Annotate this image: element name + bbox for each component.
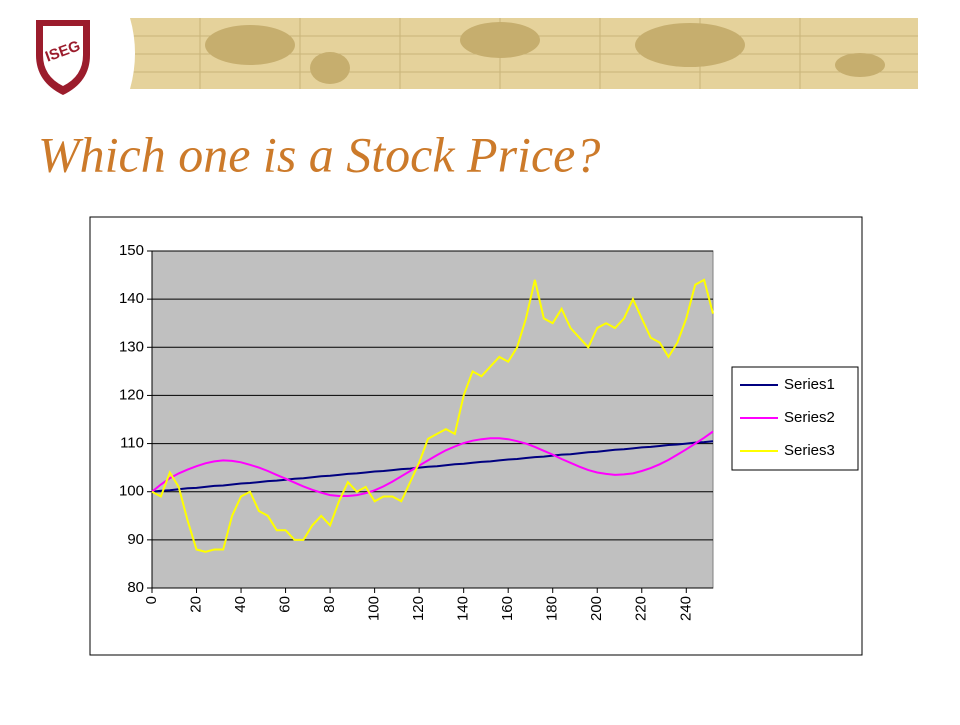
- x-tick-label: 0: [143, 596, 160, 604]
- legend-label: Series1: [784, 376, 835, 393]
- logo-inner: [43, 26, 83, 86]
- y-tick-label: 110: [120, 435, 144, 452]
- legend-label: Series3: [784, 442, 835, 459]
- y-tick-label: 120: [119, 386, 144, 403]
- y-tick-label: 140: [119, 290, 144, 307]
- series-line: [151, 430, 714, 497]
- x-tick-label: 160: [499, 596, 516, 621]
- x-tick-label: 40: [232, 596, 249, 613]
- x-tick-label: 80: [321, 596, 338, 613]
- x-tick-label: 60: [277, 596, 294, 613]
- x-tick-label: 180: [544, 596, 561, 621]
- y-tick-label: 90: [127, 531, 144, 548]
- x-tick-label: 140: [455, 596, 472, 621]
- series-line: [151, 278, 714, 553]
- x-tick-label: 100: [366, 596, 383, 621]
- slide-title: Which one is a Stock Price?: [38, 126, 600, 182]
- banner-fade: [110, 18, 135, 89]
- series-line: [151, 440, 714, 493]
- x-tick-label: 240: [677, 596, 694, 621]
- banner-map: [205, 22, 885, 84]
- x-tick-label: 120: [410, 596, 427, 621]
- x-tick-label: 20: [187, 596, 204, 613]
- y-tick-label: 80: [127, 579, 144, 596]
- plot-area: [151, 250, 714, 589]
- y-tick-label: 150: [119, 242, 144, 259]
- x-tick-label: 220: [633, 596, 650, 621]
- y-tick-label: 100: [119, 483, 144, 500]
- x-tick-label: 200: [588, 596, 605, 621]
- legend-label: Series2: [784, 409, 835, 426]
- y-tick-label: 130: [119, 338, 144, 355]
